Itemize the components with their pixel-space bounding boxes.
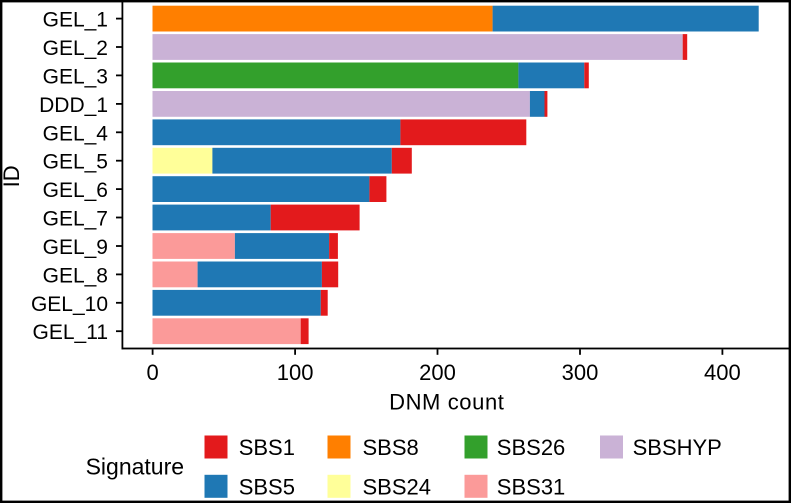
svg-text:GEL_6: GEL_6 [43,179,108,202]
svg-text:SBS24: SBS24 [363,474,432,499]
svg-text:100: 100 [277,360,314,385]
svg-text:SBSHYP: SBSHYP [633,435,722,460]
svg-text:Signature: Signature [86,454,184,480]
svg-text:ID: ID [0,165,24,187]
svg-text:GEL_7: GEL_7 [43,208,108,231]
svg-text:DDD_1: DDD_1 [39,94,108,117]
svg-text:GEL_4: GEL_4 [43,122,109,145]
svg-text:SBS1: SBS1 [239,435,295,460]
svg-text:GEL_8: GEL_8 [43,264,108,287]
svg-text:SBS31: SBS31 [497,474,566,499]
svg-text:GEL_3: GEL_3 [43,65,108,88]
svg-text:GEL_10: GEL_10 [31,293,108,316]
svg-text:GEL_2: GEL_2 [43,37,108,60]
svg-text:SBS8: SBS8 [363,435,419,460]
svg-text:400: 400 [704,360,741,385]
svg-text:GEL_5: GEL_5 [43,151,108,174]
svg-text:0: 0 [146,360,158,385]
svg-text:200: 200 [419,360,456,385]
svg-text:GEL_9: GEL_9 [43,236,108,259]
svg-text:DNM count: DNM count [389,389,504,414]
svg-text:SBS26: SBS26 [497,435,566,460]
svg-text:SBS5: SBS5 [239,474,295,499]
svg-text:300: 300 [562,360,599,385]
svg-text:GEL_1: GEL_1 [43,9,108,32]
svg-text:GEL_11: GEL_11 [33,321,109,344]
